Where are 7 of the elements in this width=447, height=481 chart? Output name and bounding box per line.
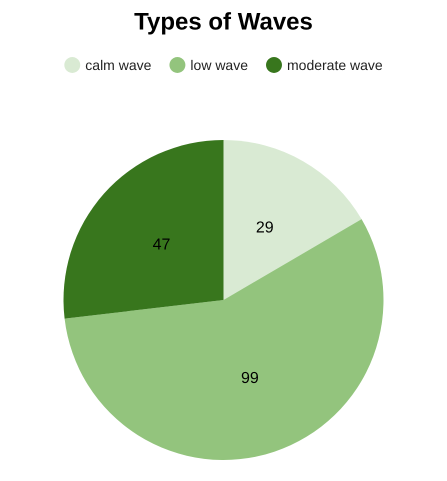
data-label: 47 [152, 236, 170, 254]
legend-label: low wave [190, 57, 248, 73]
legend-label: moderate wave [286, 57, 383, 73]
legend-label: calm wave [85, 57, 152, 73]
chart-title: Types of Waves [134, 8, 313, 36]
data-label: 29 [256, 219, 274, 236]
data-label: 99 [240, 370, 259, 388]
